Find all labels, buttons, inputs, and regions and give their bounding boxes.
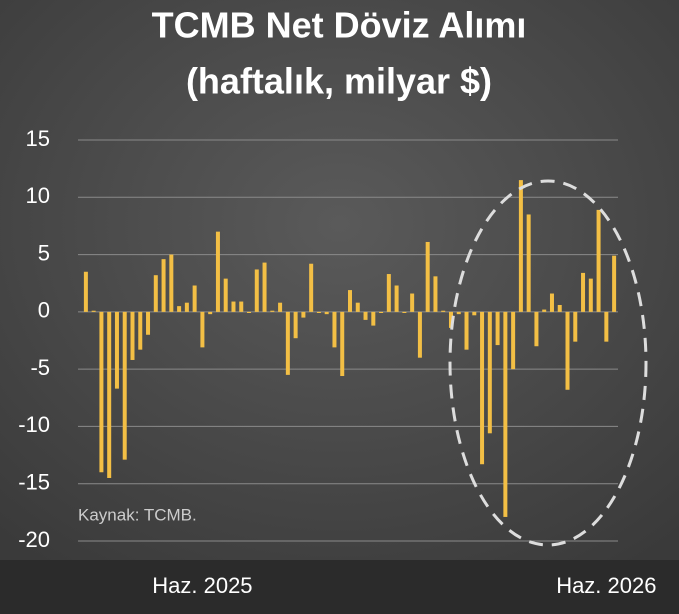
- bar: [177, 306, 182, 312]
- bar: [472, 311, 477, 316]
- bar: [130, 311, 135, 360]
- bar: [371, 311, 376, 326]
- bar: [239, 301, 244, 312]
- y-tick-label: 10: [26, 183, 50, 208]
- bar: [278, 302, 283, 312]
- bar: [348, 290, 352, 312]
- bar: [169, 254, 174, 312]
- bar: [83, 271, 88, 312]
- y-tick-label: -20: [18, 527, 50, 552]
- chart-subtitle: (haftalık, milyar $): [186, 61, 492, 102]
- bar: [184, 302, 189, 312]
- y-tick-label: 5: [38, 240, 50, 265]
- bar: [487, 311, 492, 434]
- bar: [402, 311, 407, 314]
- bar: [262, 262, 267, 312]
- bar: [355, 302, 360, 312]
- bar: [480, 311, 485, 465]
- bar: [495, 311, 500, 346]
- bar: [270, 310, 275, 312]
- bar: [340, 311, 345, 377]
- bar: [503, 311, 508, 517]
- bar: [316, 311, 321, 314]
- y-tick-label: -15: [18, 470, 50, 495]
- bar: [410, 293, 415, 312]
- bar: [394, 285, 399, 312]
- bar: [604, 311, 609, 342]
- y-tick-label: 15: [26, 126, 50, 151]
- bar: [192, 285, 197, 312]
- bar: [146, 311, 151, 335]
- bar: [363, 311, 368, 320]
- bar: [526, 214, 531, 312]
- bar: [293, 311, 298, 339]
- bar: [588, 278, 593, 312]
- bar: [161, 259, 166, 312]
- bar: [107, 311, 112, 478]
- bar: [114, 311, 119, 389]
- bar: [254, 269, 259, 312]
- bar: [433, 276, 438, 312]
- x-tick-label: Haz. 2026: [556, 573, 656, 598]
- bar: [511, 311, 516, 370]
- source-note: Kaynak: TCMB.: [78, 505, 197, 524]
- bar: [379, 311, 384, 314]
- bar: [386, 274, 391, 312]
- bar: [596, 209, 601, 312]
- chart-title: TCMB Net Döviz Alımı: [152, 5, 527, 46]
- bar: [231, 301, 236, 312]
- y-tick-label: -5: [30, 355, 50, 380]
- bar: [565, 311, 570, 390]
- bar: [208, 311, 213, 315]
- bar: [99, 311, 104, 473]
- bar: [285, 311, 290, 375]
- bar: [542, 309, 547, 312]
- bar: [518, 180, 523, 312]
- y-tick-label: 0: [38, 298, 50, 323]
- y-tick-label: -10: [18, 412, 50, 437]
- bar: [153, 275, 158, 312]
- bar: [309, 263, 314, 312]
- bar: [247, 311, 252, 314]
- bar: [425, 241, 430, 312]
- bar: [223, 278, 228, 312]
- plot-background: [0, 0, 679, 560]
- bar: [573, 311, 578, 342]
- bar: [549, 293, 554, 312]
- bar: [441, 310, 446, 312]
- bar: [456, 311, 461, 315]
- bar: [464, 311, 469, 350]
- axis-band: [0, 560, 679, 614]
- bar: [122, 311, 127, 460]
- bar: [200, 311, 205, 348]
- bar: [612, 255, 617, 312]
- bar: [332, 311, 337, 348]
- bar: [301, 311, 306, 318]
- bar: [417, 311, 422, 358]
- bar: [534, 311, 539, 347]
- bar: [215, 231, 220, 312]
- x-tick-label: Haz. 2025: [152, 573, 252, 598]
- bar: [448, 311, 453, 328]
- bar: [581, 272, 586, 312]
- bar: [91, 310, 96, 312]
- highlight-ellipse: [448, 179, 648, 547]
- bar: [557, 304, 562, 312]
- bar: [138, 311, 143, 350]
- bar: [324, 311, 329, 315]
